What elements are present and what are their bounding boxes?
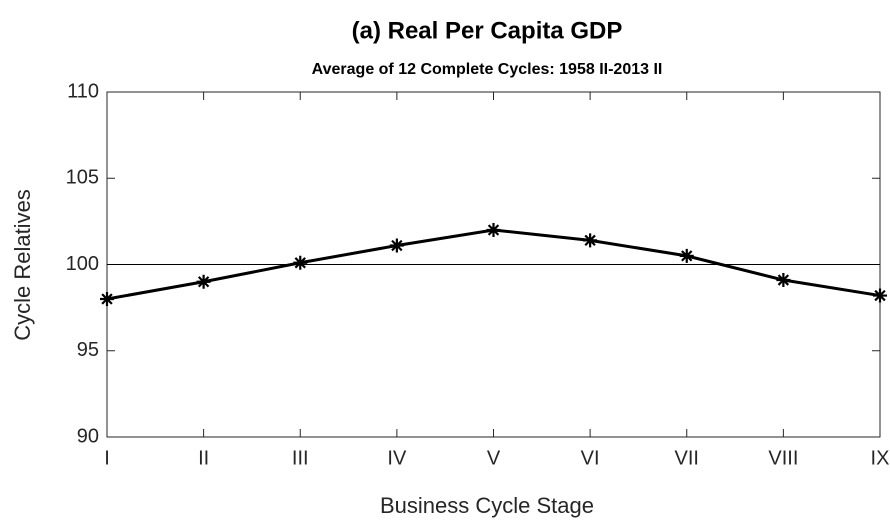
y-tick-label: 95 (77, 339, 99, 361)
chart-subtitle: Average of 12 Complete Cycles: 1958 II-2… (312, 61, 663, 78)
x-tick-label: I (104, 447, 110, 469)
y-tick-label: 110 (67, 80, 99, 102)
marker (389, 238, 404, 253)
marker (679, 248, 694, 263)
y-tick-label: 100 (66, 253, 99, 275)
x-tick-label: IV (387, 447, 407, 469)
y-axis-label: Cycle Relatives (10, 189, 35, 341)
y-tick-label: 105 (66, 167, 99, 189)
marker (776, 273, 791, 288)
x-tick-label: II (198, 447, 209, 469)
x-tick-label: III (292, 447, 309, 469)
x-tick-label: IX (871, 447, 890, 469)
x-tick-label: V (487, 447, 501, 469)
x-tick-label: VIII (768, 447, 798, 469)
marker (873, 288, 887, 303)
marker (100, 292, 114, 306)
marker (583, 233, 598, 248)
x-tick-label: VI (581, 447, 600, 469)
marker (196, 274, 211, 289)
x-axis-label: Business Cycle Stage (380, 493, 594, 518)
marker (293, 255, 308, 270)
marker (486, 223, 501, 237)
chart-title: (a) Real Per Capita GDP (352, 17, 623, 44)
y-tick-label: 90 (77, 425, 99, 447)
x-tick-label: VII (675, 447, 699, 469)
